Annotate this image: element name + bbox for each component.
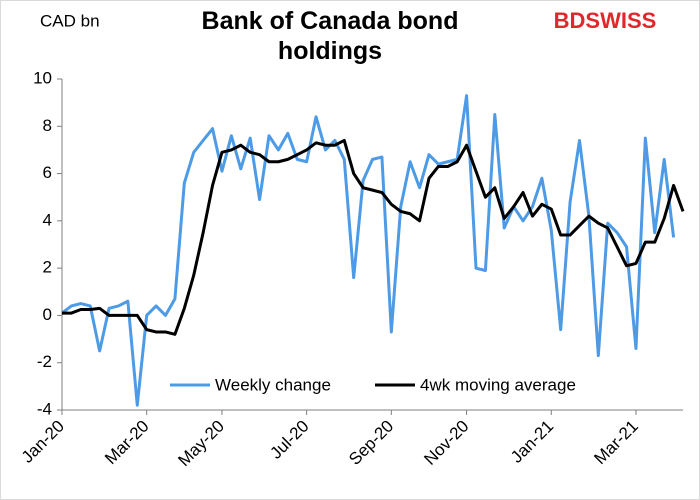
legend-label: 4wk moving average (420, 375, 576, 394)
legend-label: Weekly change (215, 375, 331, 394)
y-tick-label: 8 (43, 116, 52, 135)
logo: BDSWISS (554, 8, 657, 33)
y-axis-label: CAD bn (40, 11, 100, 30)
y-tick-label: 6 (43, 163, 52, 182)
y-tick-label: 4 (43, 210, 52, 229)
y-tick-label: 2 (43, 258, 52, 277)
y-tick-label: -4 (37, 399, 52, 418)
series-line (62, 138, 685, 336)
y-tick-label: 10 (33, 68, 52, 87)
series-line (61, 94, 676, 407)
chart-title: Bank of Canada bond holdings (201, 7, 459, 65)
y-tick-label: -2 (37, 352, 52, 371)
y-tick-label: 0 (43, 305, 52, 324)
